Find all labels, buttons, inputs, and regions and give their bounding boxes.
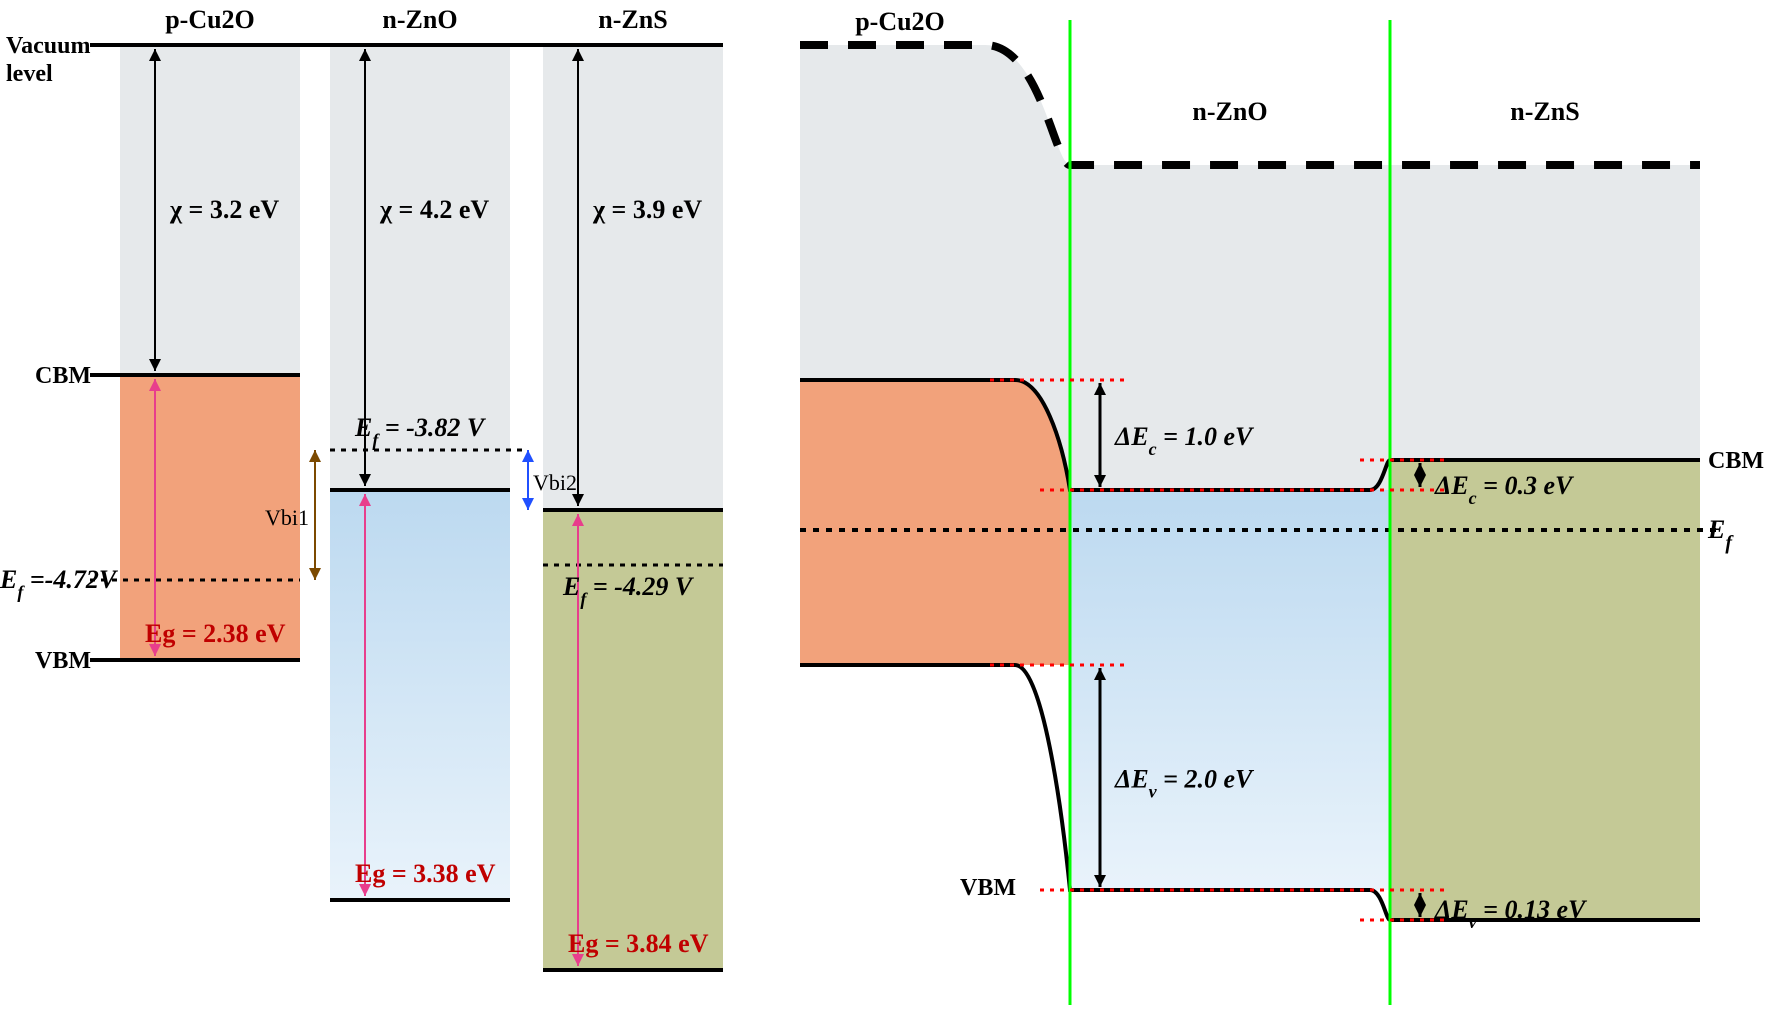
svg-text:VBM: VBM xyxy=(960,875,1016,901)
svg-text:Ef: Ef xyxy=(1707,515,1734,554)
svg-text:Vacuum: Vacuum xyxy=(6,33,90,59)
svg-text:Eg = 2.38 eV: Eg = 2.38 eV xyxy=(145,619,286,648)
svg-text:n-ZnO: n-ZnO xyxy=(1192,97,1267,126)
svg-text:n-ZnS: n-ZnS xyxy=(1510,97,1579,126)
svg-text:χ = 4.2 eV: χ = 4.2 eV xyxy=(379,195,489,224)
svg-text:ΔEv = 0.13 eV: ΔEv = 0.13 eV xyxy=(1434,895,1588,932)
svg-text:VBM: VBM xyxy=(35,648,91,674)
svg-text:CBM: CBM xyxy=(35,363,91,389)
svg-text:level: level xyxy=(6,61,53,87)
svg-text:p-Cu2O: p-Cu2O xyxy=(165,5,255,34)
svg-text:Vbi1: Vbi1 xyxy=(265,505,309,530)
band-diagram: Vacuumlevel CBM VBM p-Cu2O n-ZnO n-ZnS χ = 3.2… xyxy=(0,0,1772,1017)
svg-text:n-ZnS: n-ZnS xyxy=(598,5,667,34)
svg-text:Vbi2: Vbi2 xyxy=(533,470,577,495)
svg-text:χ = 3.2 eV: χ = 3.2 eV xyxy=(169,195,279,224)
svg-text:n-ZnO: n-ZnO xyxy=(382,5,457,34)
svg-text:CBM: CBM xyxy=(1708,448,1764,474)
svg-text:Eg = 3.38 eV: Eg = 3.38 eV xyxy=(355,859,496,888)
svg-text:χ = 3.9 eV: χ = 3.9 eV xyxy=(592,195,702,224)
svg-text:Eg = 3.84 eV: Eg = 3.84 eV xyxy=(568,929,709,958)
svg-text:Ef =-4.72V: Ef =-4.72V xyxy=(0,565,119,602)
svg-text:p-Cu2O: p-Cu2O xyxy=(855,7,945,36)
right-panel: p-Cu2On-ZnOn-ZnSCBMVBMΔEc = 1.0 eVΔEc = … xyxy=(800,7,1764,1005)
